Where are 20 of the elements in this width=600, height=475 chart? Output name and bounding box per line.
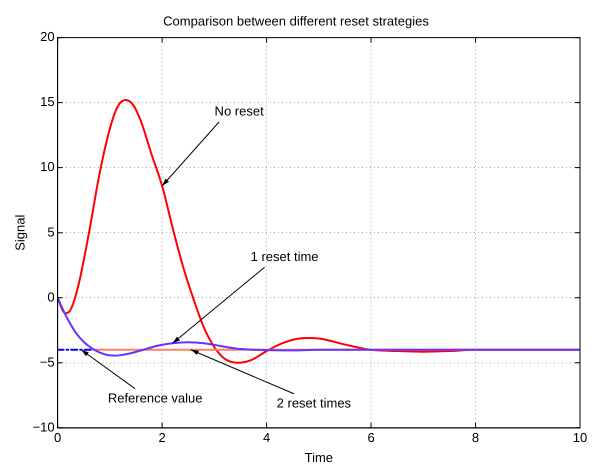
y-tick-label: 10 xyxy=(40,159,55,174)
x-tick-label: 2 xyxy=(158,430,166,446)
x-axis-title: Time xyxy=(304,450,334,465)
annotation: Reference value xyxy=(108,390,202,406)
y-tick-label: 5 xyxy=(47,224,55,240)
y-tick-label: 0 xyxy=(47,289,55,304)
y-tick-label: −10 xyxy=(32,419,55,434)
y-tick-label: 15 xyxy=(40,94,55,110)
annotation: 1 reset time xyxy=(250,248,319,264)
chart-title: Comparison between different reset strategies xyxy=(163,13,430,28)
x-tick-label: 4 xyxy=(262,430,270,446)
x-tick-label: 6 xyxy=(367,430,375,446)
annotation: 2 reset times xyxy=(276,395,352,410)
y-tick-label: −5 xyxy=(40,354,55,370)
x-tick-label: 8 xyxy=(472,430,480,446)
annotation: No reset xyxy=(214,103,264,118)
x-tick-label: 10 xyxy=(572,430,588,446)
y-tick-label: 20 xyxy=(40,29,55,44)
line-series xyxy=(58,296,580,357)
y-axis-title: Signal xyxy=(12,214,28,251)
